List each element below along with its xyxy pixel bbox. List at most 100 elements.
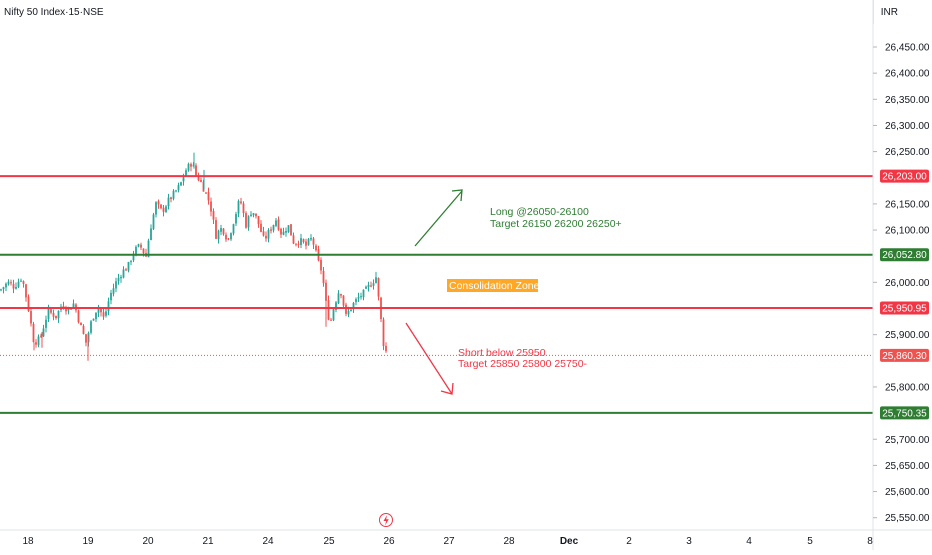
levels-layer: 26,203.00 26,052.80 25,950.95 25,750.35 25,8… xyxy=(0,169,929,420)
candle-body xyxy=(257,216,260,225)
candle-body xyxy=(160,204,162,209)
candle-body xyxy=(362,289,365,298)
x-tick-label: 2 xyxy=(626,536,632,547)
candle-body xyxy=(335,302,337,310)
long-arrow-line xyxy=(414,190,463,247)
candle-body xyxy=(167,197,170,207)
currency-label[interactable]: INR xyxy=(880,7,898,18)
candle-body xyxy=(287,225,290,233)
candle-body xyxy=(272,225,275,231)
candle-body xyxy=(305,241,307,246)
candle-body xyxy=(232,224,235,234)
candle-body xyxy=(372,283,375,286)
candle-body xyxy=(132,253,135,261)
candle-body xyxy=(57,310,60,319)
candle-body xyxy=(337,293,340,304)
candle-body xyxy=(82,325,85,334)
candle-body xyxy=(40,335,42,337)
candle-body xyxy=(0,289,2,291)
x-tick-label: 26 xyxy=(383,536,395,547)
candle-body xyxy=(275,220,277,226)
candle-body xyxy=(140,244,142,248)
candle-body xyxy=(72,303,75,309)
y-tick-label: 25,600.00 xyxy=(885,487,930,498)
candle-body xyxy=(377,278,380,297)
candle-body xyxy=(370,285,372,287)
level-price-tag xyxy=(880,169,929,183)
level-price-label: 26,052.80 xyxy=(882,250,927,261)
candle-body xyxy=(25,284,27,298)
level-price-label: 25,950.95 xyxy=(882,304,927,315)
candle-body xyxy=(222,228,225,235)
lightning-icon[interactable] xyxy=(379,513,393,527)
y-tick-label: 26,300.00 xyxy=(885,121,930,132)
candle-body xyxy=(197,175,200,181)
candle-body xyxy=(277,219,280,230)
candle-body xyxy=(302,239,305,243)
short-title-text: Short below 25950 xyxy=(458,347,546,359)
candle-body xyxy=(260,223,262,232)
candle-body xyxy=(70,308,72,310)
candle-body xyxy=(327,300,330,320)
candle-body xyxy=(27,296,30,311)
candle-body xyxy=(300,238,302,246)
candle-body xyxy=(97,307,100,313)
candle-body xyxy=(85,334,87,343)
candle-body xyxy=(2,287,5,290)
short-arrow-line xyxy=(405,322,453,395)
candles-layer xyxy=(0,152,387,361)
candle-body xyxy=(347,311,350,315)
consolidation-zone-badge xyxy=(447,279,538,292)
candle-body xyxy=(225,234,227,240)
candle-body xyxy=(332,309,335,321)
symbol-header[interactable]: Nifty 50 Index · 15 · NSE xyxy=(0,0,104,24)
candle-body xyxy=(47,308,50,319)
level-price-tag xyxy=(880,248,929,262)
y-tick-label: 25,550.00 xyxy=(885,513,930,524)
candle-body xyxy=(247,216,250,228)
long-arrowhead xyxy=(451,189,463,202)
symbol-name: Nifty 50 Index xyxy=(4,6,66,18)
candle-body xyxy=(127,261,130,271)
candle-body xyxy=(50,309,52,313)
candle-body xyxy=(280,228,282,235)
candle-body xyxy=(355,299,357,303)
candle-body xyxy=(217,231,220,240)
long-title-text: Long @26050-26100 xyxy=(490,206,589,218)
candle-body xyxy=(182,177,185,182)
y-tick-label: 26,150.00 xyxy=(885,199,930,210)
candle-body xyxy=(175,190,177,192)
candle-body xyxy=(122,269,125,278)
candle-body xyxy=(360,296,362,298)
x-tick-label: 4 xyxy=(746,536,752,547)
x-tick-label: 21 xyxy=(202,536,214,547)
y-tick-label: 25,800.00 xyxy=(885,382,930,393)
candle-body xyxy=(205,192,207,194)
candle-body xyxy=(385,345,387,352)
candle-body xyxy=(190,164,192,167)
candle-body xyxy=(200,179,202,182)
candle-body xyxy=(340,294,342,296)
candle-body xyxy=(30,311,32,324)
candle-body xyxy=(110,292,112,301)
y-tick-label: 25,700.00 xyxy=(885,435,930,446)
candle-body xyxy=(357,297,360,299)
candle-body xyxy=(117,277,120,282)
header-separator-1: · xyxy=(65,6,69,18)
short-arrowhead xyxy=(440,382,454,395)
candle-body xyxy=(125,269,127,271)
candle-body xyxy=(7,281,10,285)
candle-body xyxy=(345,304,347,314)
last-price-label: 25,860.30 xyxy=(882,351,927,362)
candle-body xyxy=(155,202,157,215)
candle-body xyxy=(102,312,105,317)
candle-body xyxy=(382,319,385,346)
candle-body xyxy=(5,283,7,288)
candle-body xyxy=(20,280,22,282)
last-price-tag xyxy=(880,348,929,362)
candle-body xyxy=(230,233,232,240)
candle-body xyxy=(17,281,20,287)
candle-body xyxy=(35,342,37,345)
